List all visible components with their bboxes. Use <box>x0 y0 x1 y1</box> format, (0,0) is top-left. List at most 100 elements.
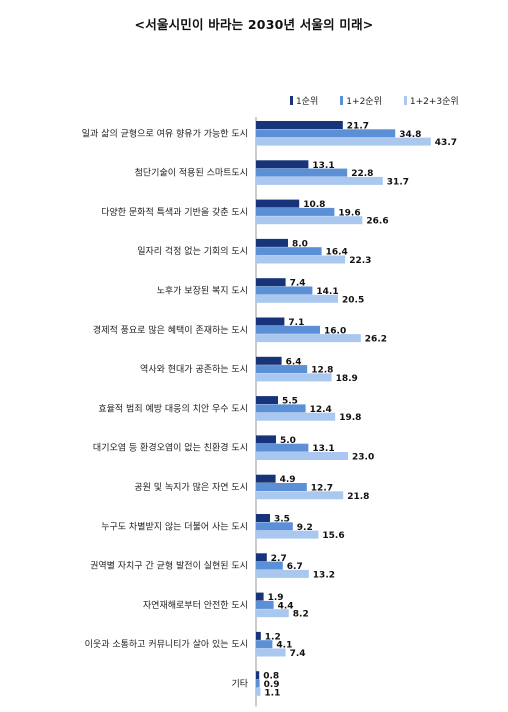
legend-item-rank123: 1+2+3순위 <box>403 94 459 107</box>
data-label: 12.4 <box>310 405 332 415</box>
bar <box>256 687 261 696</box>
data-label: 7.1 <box>288 318 304 328</box>
data-label: 22.8 <box>351 169 373 179</box>
category-label: 공원 및 녹지가 많은 자연 도시 <box>134 481 248 493</box>
category-label: 다양한 문화적 특색과 기반을 갖춘 도시 <box>101 206 248 218</box>
bar <box>256 452 348 460</box>
data-label: 13.1 <box>312 444 334 454</box>
data-label: 34.8 <box>399 130 421 140</box>
data-label: 13.2 <box>313 570 335 580</box>
bar <box>256 522 293 531</box>
data-label: 21.7 <box>347 122 369 132</box>
legend-label-rank1: 1순위 <box>296 97 319 107</box>
data-label: 12.7 <box>311 484 333 494</box>
bar <box>256 325 320 334</box>
bar <box>256 679 260 688</box>
bar <box>256 631 261 640</box>
data-label: 2.7 <box>271 554 287 564</box>
data-label: 23.0 <box>352 453 374 463</box>
data-label: 8.0 <box>292 239 308 249</box>
legend-swatch-rank12 <box>340 96 344 105</box>
data-label: 7.4 <box>290 649 306 659</box>
category-label: 권역별 자치구 간 균형 발전이 실현된 도시 <box>90 560 248 572</box>
data-label: 4.1 <box>276 641 292 651</box>
category-label: 기타 <box>231 679 248 690</box>
bar <box>256 640 273 649</box>
data-label: 7.4 <box>290 279 306 289</box>
bar <box>256 373 332 382</box>
bar <box>256 404 306 413</box>
data-label: 43.7 <box>435 138 457 148</box>
bar <box>256 129 396 138</box>
chart-title: <서울시민이 바라는 2030년 서울의 미래> <box>134 17 374 32</box>
legend-swatch-rank123 <box>403 96 407 105</box>
bar <box>256 474 276 483</box>
bar <box>256 609 289 618</box>
legend-label-rank12: 1+2순위 <box>346 97 382 107</box>
data-label: 1.9 <box>268 593 284 603</box>
bar <box>256 365 308 374</box>
bar <box>256 168 348 177</box>
category-label: 일과 삶의 균형으로 여유 향유가 가능한 도시 <box>82 127 248 139</box>
chart-legend: 1순위 1+2순위 1+2+3순위 <box>290 94 459 107</box>
bar <box>256 412 336 421</box>
legend-label-rank123: 1+2+3순위 <box>409 97 459 107</box>
category-label: 누구도 차별받지 않는 더불어 사는 도시 <box>101 520 248 532</box>
data-label: 16.4 <box>326 248 348 258</box>
bar <box>256 514 270 522</box>
category-label: 이웃과 소통하고 커뮤니티가 살아 있는 도시 <box>85 638 248 650</box>
category-label: 첨단기술이 적용된 스마트도시 <box>135 167 248 179</box>
data-label: 31.7 <box>387 177 409 187</box>
data-label: 6.4 <box>286 357 302 367</box>
legend-item-rank1: 1순위 <box>290 94 318 107</box>
bar <box>256 286 313 295</box>
data-label: 0.9 <box>264 680 280 690</box>
bar <box>256 600 274 609</box>
data-label: 8.2 <box>293 610 309 620</box>
data-label: 19.8 <box>339 413 361 423</box>
category-label: 역사와 현대가 공존하는 도시 <box>140 363 248 375</box>
category-label: 노후가 보장된 복지 도시 <box>157 285 248 297</box>
data-label: 4.4 <box>278 601 294 611</box>
bar <box>256 137 431 146</box>
bar <box>256 199 300 208</box>
category-label: 효율적 범죄 예방 대응의 치안 우수 도시 <box>98 402 248 414</box>
data-label: 12.8 <box>311 366 333 376</box>
data-label: 1.1 <box>264 688 280 698</box>
data-label: 22.3 <box>349 256 371 266</box>
bar <box>256 176 383 185</box>
legend-item-rank12: 1+2순위 <box>340 94 382 107</box>
bar <box>256 121 343 129</box>
data-label: 19.6 <box>338 208 360 218</box>
data-label: 3.5 <box>274 515 290 525</box>
bar <box>256 592 264 601</box>
bar <box>256 247 322 256</box>
data-label: 20.5 <box>342 295 364 305</box>
data-label: 4.9 <box>280 475 296 485</box>
data-label: 16.0 <box>324 326 346 336</box>
category-label: 경제적 풍요로 많은 혜택이 존재하는 도시 <box>93 324 248 336</box>
bar <box>256 553 267 562</box>
bar <box>256 278 286 287</box>
data-label: 9.2 <box>297 523 313 533</box>
bar <box>256 671 260 680</box>
bar <box>256 443 309 452</box>
category-label: 일자리 걱정 없는 기회의 도시 <box>137 245 248 257</box>
bar <box>256 491 344 500</box>
category-label: 자연재해로부터 안전한 도시 <box>143 600 248 611</box>
bar <box>256 294 338 303</box>
data-label: 13.1 <box>312 161 334 171</box>
data-label: 26.6 <box>366 217 388 227</box>
bar <box>256 356 282 365</box>
bar <box>256 207 335 216</box>
bar <box>256 317 285 326</box>
data-label: 21.8 <box>347 492 369 502</box>
data-label: 6.7 <box>287 562 303 572</box>
data-label: 10.8 <box>303 200 325 210</box>
data-label: 1.2 <box>265 632 281 642</box>
data-label: 5.5 <box>282 397 298 407</box>
bar <box>256 435 276 444</box>
bar <box>256 561 283 570</box>
bar <box>256 255 346 264</box>
data-label: 26.2 <box>365 335 387 345</box>
